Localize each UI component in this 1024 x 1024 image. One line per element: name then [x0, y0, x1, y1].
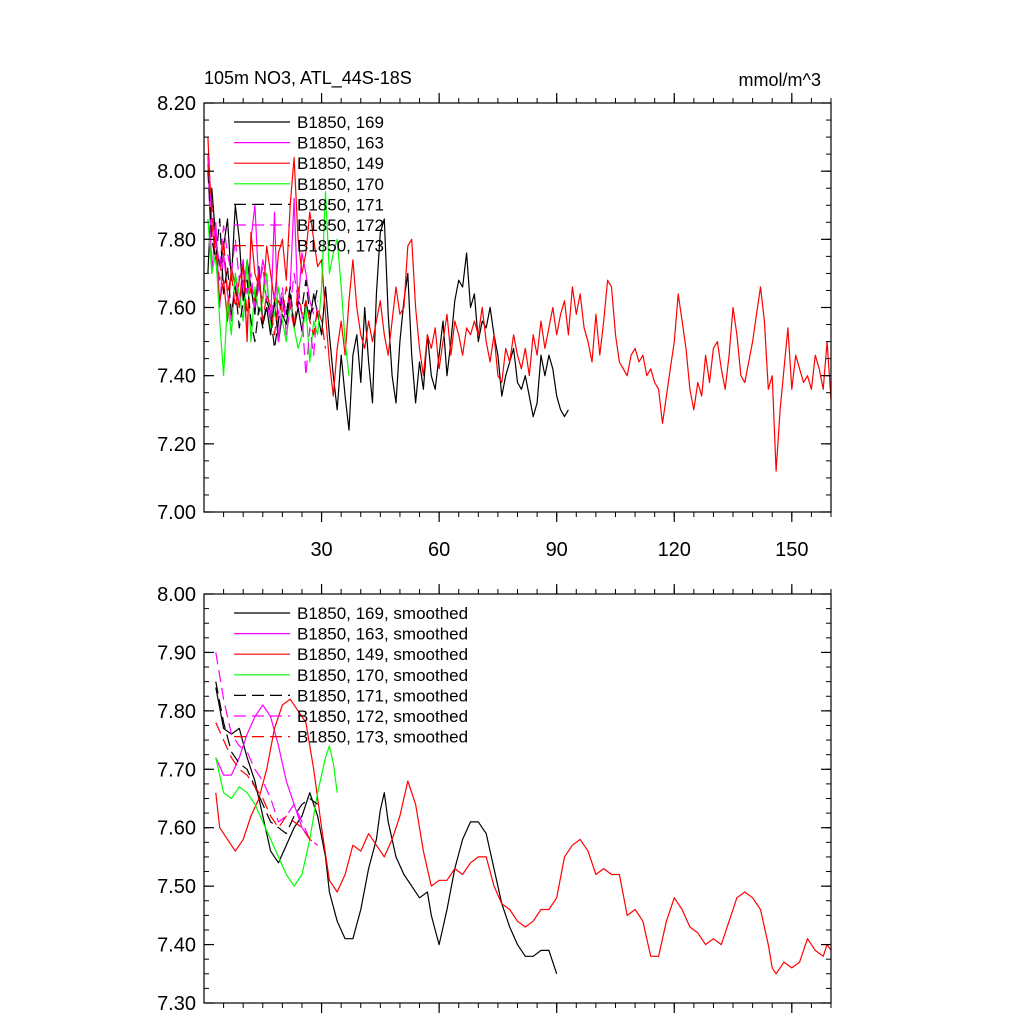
- series-line-1-4: [215, 681, 318, 835]
- legend-label: B1850, 163: [297, 134, 384, 153]
- x-tick-label: 150: [775, 539, 808, 561]
- series-line-1-5: [215, 652, 318, 846]
- series-line-1-2: [215, 698, 832, 975]
- chart-title: 105m NO3, ATL_44S-18S: [204, 68, 412, 89]
- y-tick-label: 7.80: [157, 229, 196, 251]
- y-tick-label: 7.40: [157, 935, 196, 957]
- legend-label: B1850, 173: [297, 237, 384, 256]
- y-tick-label: 8.20: [157, 93, 196, 115]
- legend-label: B1850, 170: [297, 175, 384, 194]
- legend-label: B1850, 149, smoothed: [297, 645, 468, 664]
- y-tick-label: 7.50: [157, 876, 196, 898]
- series-line-0-0: [207, 187, 569, 431]
- y-tick-label: 7.70: [157, 759, 196, 781]
- y-tick-label: 7.20: [157, 434, 196, 456]
- legend-label: B1850, 173, smoothed: [297, 728, 468, 747]
- top-panel: 7.00 7.20 7.40 7.60 7.80 8.00 8.20 30 60 90 120 150…: [157, 68, 832, 561]
- series-line-0-2: [207, 137, 832, 472]
- bottom-panel: 7.30 7.40 7.50 7.60 7.70 7.80 7.90 8.00 B1850, 1…: [157, 584, 832, 1015]
- y-tick-label: 7.90: [157, 642, 196, 664]
- y-tick-label: 7.60: [157, 818, 196, 840]
- y-tick-label: 7.30: [157, 993, 196, 1015]
- y-tick-label: 8.00: [157, 584, 196, 606]
- legend-label: B1850, 169: [297, 113, 384, 132]
- x-tick-label: 120: [658, 539, 691, 561]
- units-label: mmol/m^3: [739, 70, 821, 90]
- series-line-0-6: [207, 164, 327, 349]
- series-line-0-5: [207, 157, 319, 377]
- y-tick-label: 7.00: [157, 502, 196, 524]
- y-tick-label: 8.00: [157, 161, 196, 183]
- legend-label: B1850, 171: [297, 195, 384, 214]
- legend-label: B1850, 171, smoothed: [297, 686, 468, 705]
- legend-label: B1850, 172, smoothed: [297, 707, 468, 726]
- legend-label: B1850, 169, smoothed: [297, 604, 468, 623]
- x-tick-label: 30: [310, 539, 332, 561]
- x-tick-label: 60: [428, 539, 450, 561]
- y-tick-label: 7.80: [157, 701, 196, 723]
- y-tick-label: 7.60: [157, 298, 196, 320]
- series-line-0-3: [207, 191, 350, 377]
- series-line-0-4: [207, 171, 319, 349]
- legend-label: B1850, 172: [297, 216, 384, 235]
- series-line-1-3: [215, 745, 338, 887]
- legend-label: B1850, 149: [297, 154, 384, 173]
- y-tick-label: 7.40: [157, 366, 196, 388]
- legend-label: B1850, 170, smoothed: [297, 666, 468, 685]
- legend-label: B1850, 163, smoothed: [297, 625, 468, 644]
- series-line-1-0: [215, 687, 558, 974]
- series-line-1-6: [215, 722, 318, 846]
- x-tick-label: 90: [546, 539, 568, 561]
